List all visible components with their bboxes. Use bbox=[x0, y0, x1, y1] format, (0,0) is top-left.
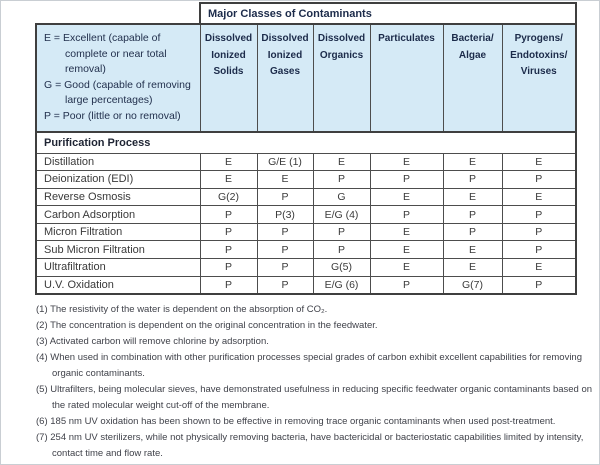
process-name: Carbon Adsorption bbox=[35, 205, 201, 224]
process-name: Sub Micron Filtration bbox=[35, 240, 201, 260]
rating-cell: P bbox=[312, 222, 371, 242]
table-row: Ultrafiltration P P G(5) E E E bbox=[35, 258, 577, 277]
rating-cell: P bbox=[501, 240, 577, 260]
rating-cell: P bbox=[312, 170, 371, 189]
column-header-pyrogens-endotoxins-viruses: Pyrogens/ Endotoxins/ Viruses bbox=[501, 23, 577, 133]
rating-cell: E/G (6) bbox=[312, 275, 371, 295]
table-banner: Major Classes of Contaminants bbox=[199, 2, 577, 25]
rating-cell: P bbox=[369, 275, 444, 295]
table-row: U.V. Oxidation P P E/G (6) P G(7) P bbox=[35, 275, 577, 295]
rating-cell: P bbox=[256, 275, 314, 295]
table-row: Carbon Adsorption P P(3) E/G (4) P P P bbox=[35, 205, 577, 224]
process-name: Ultrafiltration bbox=[35, 258, 201, 277]
legend-item-poor: P = Poor (little or no removal) bbox=[44, 109, 181, 122]
blank-corner-cell bbox=[36, 3, 200, 24]
rating-cell: E bbox=[369, 187, 444, 207]
rating-cell: P bbox=[256, 222, 314, 242]
rating-cell: P bbox=[501, 205, 577, 224]
legend-item-excellent: E = Excellent (capable of complete or ne… bbox=[44, 32, 167, 75]
table-row: Deionization (EDI) E E P P P P bbox=[35, 170, 577, 189]
rating-cell: P bbox=[199, 275, 258, 295]
rating-cell: P bbox=[501, 170, 577, 189]
rating-cell: G(5) bbox=[312, 258, 371, 277]
rating-cell: E bbox=[369, 152, 444, 172]
process-name: Micron Filtration bbox=[35, 222, 201, 242]
footnote-6: (6) 185 nm UV oxidation has been shown t… bbox=[36, 416, 556, 427]
column-header-particulates: Particulates bbox=[369, 23, 444, 133]
rating-cell: G bbox=[312, 187, 371, 207]
rating-cell: E bbox=[256, 170, 314, 189]
process-name: Deionization (EDI) bbox=[35, 170, 201, 189]
rating-cell: E bbox=[501, 187, 577, 207]
rating-cell: E bbox=[369, 240, 444, 260]
rating-cell: P bbox=[369, 205, 444, 224]
contaminants-table: Major Classes of Contaminants E = Excell… bbox=[35, 2, 577, 295]
footnote-5: (5) Ultrafilters, being molecular sieves… bbox=[36, 384, 593, 411]
rating-cell: P bbox=[312, 240, 371, 260]
rating-cell: G/E (1) bbox=[256, 152, 314, 172]
table-row: Sub Micron Filtration P P P E E P bbox=[35, 240, 577, 260]
footnote-4: (4) When used in combination with other … bbox=[36, 352, 583, 379]
rating-cell: P bbox=[369, 170, 444, 189]
footnote-2: (2) The concentration is dependent on th… bbox=[36, 320, 378, 331]
footnotes: (1) The resistivity of the water is depe… bbox=[36, 302, 594, 462]
rating-cell: G(2) bbox=[199, 187, 258, 207]
process-name: Reverse Osmosis bbox=[35, 187, 201, 207]
rating-cell: E bbox=[442, 240, 503, 260]
rating-cell: P bbox=[199, 222, 258, 242]
legend-cell: E = Excellent (capable of complete or ne… bbox=[35, 23, 201, 133]
rating-cell: P(3) bbox=[256, 205, 314, 224]
rating-cell: E bbox=[442, 152, 503, 172]
rating-cell: P bbox=[199, 205, 258, 224]
rating-cell: P bbox=[256, 240, 314, 260]
column-header-bacteria-algae: Bacteria/ Algae bbox=[442, 23, 503, 133]
process-name: Distillation bbox=[35, 152, 201, 172]
rating-cell: E bbox=[199, 152, 258, 172]
rating-cell: E/G (4) bbox=[312, 205, 371, 224]
rating-cell: E bbox=[442, 187, 503, 207]
rating-cell: E bbox=[312, 152, 371, 172]
rating-cell: E bbox=[369, 222, 444, 242]
column-header-dissolved-ionized-solids: Dissolved Ionized Solids bbox=[199, 23, 258, 133]
rating-cell: P bbox=[256, 187, 314, 207]
rating-cell: P bbox=[442, 170, 503, 189]
rating-cell: P bbox=[501, 275, 577, 295]
rating-cell: E bbox=[369, 258, 444, 277]
rating-cell: P bbox=[442, 205, 503, 224]
column-header-dissolved-ionized-gases: Dissolved Ionized Gases bbox=[256, 23, 314, 133]
section-header-purification-process: Purification Process bbox=[35, 131, 577, 154]
footnote-7: (7) 254 nm UV sterilizers, while not phy… bbox=[36, 432, 584, 459]
rating-cell: P bbox=[256, 258, 314, 277]
process-name: U.V. Oxidation bbox=[35, 275, 201, 295]
table-row: Reverse Osmosis G(2) P G E E E bbox=[35, 187, 577, 207]
footnote-1: (1) The resistivity of the water is depe… bbox=[36, 304, 328, 315]
rating-cell: P bbox=[442, 222, 503, 242]
rating-cell: G(7) bbox=[442, 275, 503, 295]
table-row: Micron Filtration P P P E P P bbox=[35, 222, 577, 242]
table-row: Distillation E G/E (1) E E E E bbox=[35, 152, 577, 172]
rating-cell: E bbox=[442, 258, 503, 277]
rating-cell: E bbox=[501, 152, 577, 172]
rating-cell: P bbox=[501, 222, 577, 242]
legend-item-good: G = Good (capable of removing large perc… bbox=[44, 78, 191, 107]
column-header-dissolved-organics: Dissolved Organics bbox=[312, 23, 371, 133]
rating-cell: E bbox=[501, 258, 577, 277]
rating-cell: P bbox=[199, 258, 258, 277]
footnote-3: (3) Activated carbon will remove chlorin… bbox=[36, 336, 269, 347]
rating-cell: E bbox=[199, 170, 258, 189]
rating-cell: P bbox=[199, 240, 258, 260]
